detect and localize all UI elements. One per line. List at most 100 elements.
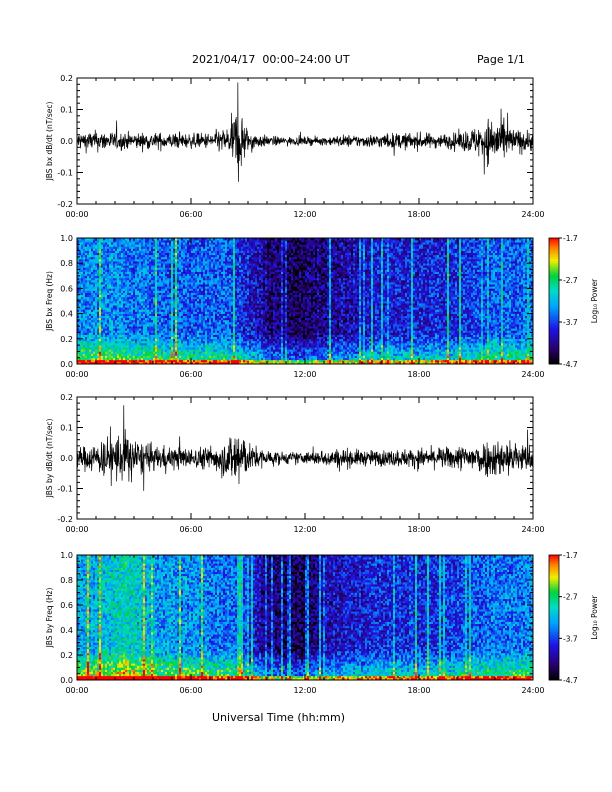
spectrogram-cell (89, 297, 91, 299)
spectrogram-cell (95, 259, 97, 261)
spectrogram-cell (113, 284, 115, 286)
spectrogram-cell (105, 249, 107, 251)
spectrogram-cell (79, 347, 81, 349)
spectrogram-cell (109, 265, 111, 267)
spectrogram-cell (97, 280, 99, 282)
spectrogram-cell (81, 251, 83, 253)
spectrogram-cell (89, 265, 91, 267)
spectrogram-cell (93, 335, 95, 337)
spectrogram-cell (81, 303, 83, 305)
spectrogram-cell (115, 280, 117, 282)
spectrogram-cell (107, 282, 109, 284)
spectrogram-cell (101, 246, 103, 248)
spectrogram-cell (97, 288, 99, 290)
spectrogram-cell (115, 356, 117, 358)
spectrogram-cell (97, 330, 99, 332)
spectrogram-cell (97, 301, 99, 303)
spectrogram-cell (81, 318, 83, 320)
spectrogram-cell (109, 320, 111, 322)
spectrogram-cell (83, 312, 85, 314)
spectrogram-cell (111, 324, 113, 326)
spectrogram-cell (91, 326, 93, 328)
spectrogram-cell (93, 282, 95, 284)
spectrogram-cell (87, 288, 89, 290)
spectrogram-cell (113, 341, 115, 343)
spectrogram-cell (117, 326, 119, 328)
spectrogram-cell (103, 265, 105, 267)
spectrogram-cell (101, 322, 103, 324)
spectrogram-cell (103, 295, 105, 297)
spectrogram-cell (91, 343, 93, 345)
spectrogram-cell (113, 301, 115, 303)
spectrogram-cell (99, 349, 101, 351)
spectrogram-cell (87, 274, 89, 276)
spectrogram-cell (83, 320, 85, 322)
spectrogram-cell (107, 293, 109, 295)
spectrogram-cell (89, 328, 91, 330)
spectrogram-cell (117, 297, 119, 299)
spectrogram-cell (115, 246, 117, 248)
spectrogram-cell (105, 307, 107, 309)
spectrogram-cell (103, 360, 105, 362)
spectrogram-cell (97, 337, 99, 339)
spectrogram-cell (87, 263, 89, 265)
spectrogram-cell (105, 282, 107, 284)
spectrogram-cell (107, 337, 109, 339)
spectrogram-cell (113, 295, 115, 297)
spectrogram-cell (85, 318, 87, 320)
spectrogram-cell (99, 358, 101, 360)
spectrogram-cell (105, 314, 107, 316)
spectrogram-cell (95, 263, 97, 265)
spectrogram-cell (79, 303, 81, 305)
spectrogram-cell (109, 240, 111, 242)
spectrogram-cell (89, 314, 91, 316)
spectrogram-cell (105, 324, 107, 326)
spectrogram-cell (93, 286, 95, 288)
spectrogram-cell (85, 314, 87, 316)
spectrogram-cell (81, 280, 83, 282)
spectrogram-cell (89, 286, 91, 288)
spectrogram-cell (111, 297, 113, 299)
spectrogram-cell (93, 312, 95, 314)
spectrogram-cell (81, 335, 83, 337)
spectrogram-cell (105, 349, 107, 351)
spectrogram-cell (93, 261, 95, 263)
spectrogram-cell (107, 339, 109, 341)
spectrogram-cell (107, 267, 109, 269)
spectrogram-cell (113, 265, 115, 267)
spectrogram-cell (109, 293, 111, 295)
spectrogram-cell (85, 301, 87, 303)
spectrogram-cell (99, 293, 101, 295)
spectrogram-cell (91, 253, 93, 255)
spectrogram-cell (87, 354, 89, 356)
spectrogram-cell (115, 276, 117, 278)
spectrogram-cell (117, 267, 119, 269)
spectrogram-cell (97, 278, 99, 280)
spectrogram-cell (95, 356, 97, 358)
spectrogram-cell (97, 326, 99, 328)
spectrogram-cell (101, 358, 103, 360)
spectrogram-cell (99, 270, 101, 272)
spectrogram-cell (87, 358, 89, 360)
spectrogram-cell (109, 288, 111, 290)
spectrogram-cell (115, 316, 117, 318)
spectrogram-cell (99, 309, 101, 311)
spectrogram-cell (107, 324, 109, 326)
spectrogram-cell (85, 349, 87, 351)
spectrogram-cell (91, 307, 93, 309)
spectrogram-cell (111, 322, 113, 324)
spectrogram-cell (101, 297, 103, 299)
spectrogram-cell (85, 309, 87, 311)
spectrogram-cell (95, 265, 97, 267)
spectrogram-cell (117, 303, 119, 305)
spectrogram-cell (91, 278, 93, 280)
spectrogram-cell (89, 320, 91, 322)
spectrogram-cell (89, 242, 91, 244)
spectrogram-cell (105, 301, 107, 303)
spectrogram-cell (93, 267, 95, 269)
spectrogram-cell (95, 278, 97, 280)
spectrogram-cell (97, 253, 99, 255)
spectrogram-cell (105, 257, 107, 259)
spectrogram-cell (109, 335, 111, 337)
spectrogram-cell (87, 293, 89, 295)
